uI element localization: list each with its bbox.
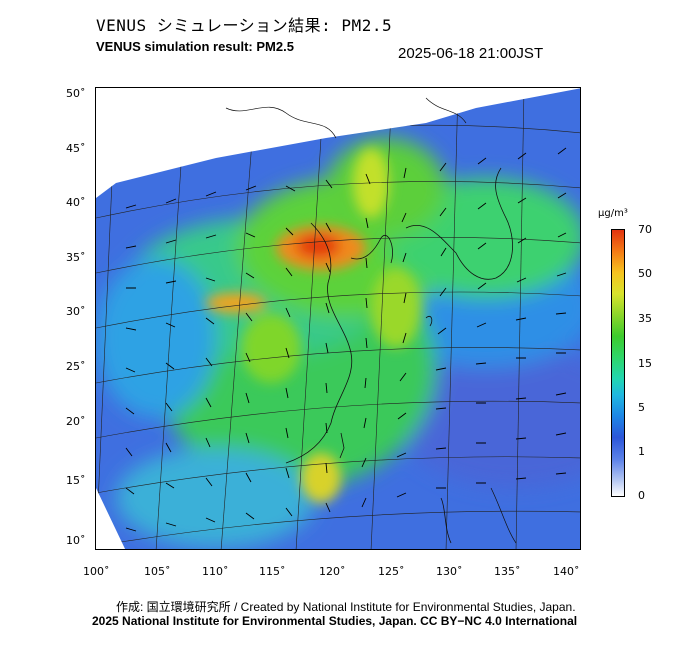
longitude-ticks: 100˚ 105˚ 110˚ 115˚ 120˚ 125˚ 130˚ 135˚ … (83, 565, 580, 578)
lat-tick: 40˚ (66, 196, 86, 209)
lon-tick: 105˚ (144, 565, 171, 578)
wind-vectors (125, 147, 567, 532)
legend-label: 70 (638, 223, 652, 236)
map-canvas (96, 88, 580, 549)
lon-tick: 130˚ (436, 565, 463, 578)
lat-tick: 30˚ (66, 305, 86, 318)
legend-label: 15 (638, 357, 652, 370)
lat-tick: 10˚ (66, 534, 86, 547)
lat-tick: 35˚ (66, 251, 86, 264)
concentration-field (96, 88, 580, 549)
legend-label: 0 (638, 489, 645, 502)
legend-label: 1 (638, 445, 645, 458)
forecast-timestamp: 2025-06-18 21:00JST (398, 45, 544, 62)
lon-tick: 125˚ (378, 565, 405, 578)
lon-tick: 110˚ (202, 565, 229, 578)
lat-tick: 50˚ (66, 87, 86, 100)
pm25-map (95, 87, 581, 550)
legend-label: 35 (638, 312, 652, 325)
legend-label: 5 (638, 401, 645, 414)
coastlines (285, 167, 513, 544)
lon-tick: 100˚ (83, 565, 110, 578)
lat-tick: 20˚ (66, 415, 86, 428)
lon-tick: 120˚ (319, 565, 346, 578)
latitude-ticks: 50˚ 45˚ 40˚ 35˚ 30˚ 25˚ 20˚ 15˚ 10˚ (66, 87, 86, 547)
legend-unit: μg/m³ (598, 208, 628, 219)
page-title-english: VENUS simulation result: PM2.5 (96, 39, 294, 54)
lat-tick: 15˚ (66, 474, 86, 487)
lon-tick: 115˚ (259, 565, 286, 578)
lon-tick: 135˚ (494, 565, 521, 578)
legend-colorbar (611, 229, 625, 497)
lat-tick: 45˚ (66, 142, 86, 155)
license-line: 2025 National Institute for Environmenta… (92, 614, 578, 628)
credit-line: 作成: 国立環境研究所 / Created by National Instit… (116, 600, 576, 614)
lat-tick: 25˚ (66, 360, 86, 373)
coastlines-outside-domain (225, 97, 517, 544)
page-title-japanese: VENUS シミュレーション結果: PM2.5 (96, 16, 393, 35)
lon-tick: 140˚ (553, 565, 580, 578)
legend-label: 50 (638, 267, 652, 280)
